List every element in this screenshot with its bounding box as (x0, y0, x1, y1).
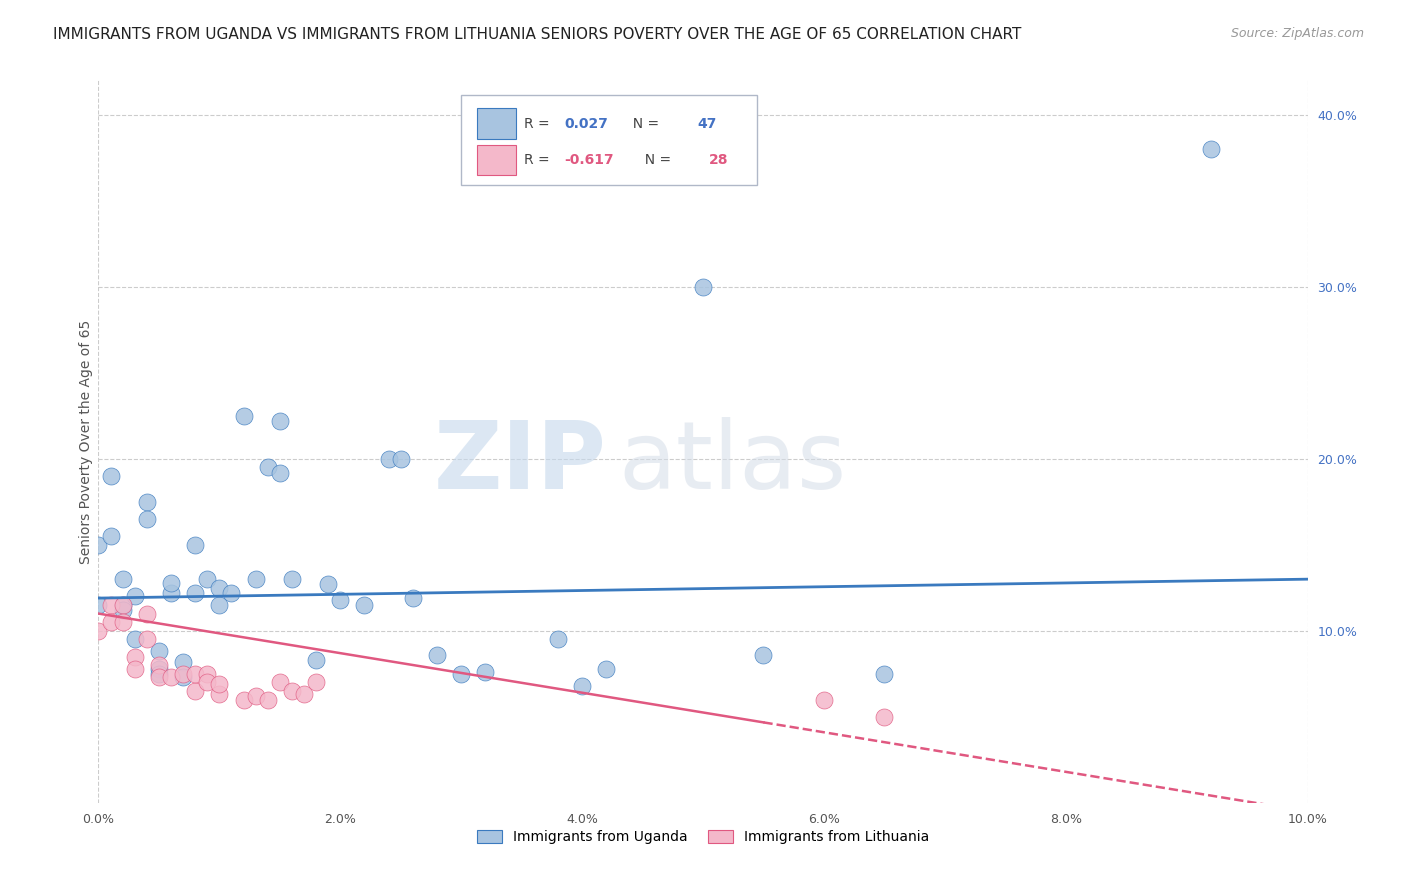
Text: atlas: atlas (619, 417, 846, 509)
Point (195, 572, 218, 586)
Point (148, 670, 170, 684)
Point (377, 451, 399, 466)
Point (111, 615, 134, 630)
Point (148, 658, 170, 673)
Point (232, 409, 254, 423)
Point (245, 689, 267, 703)
Point (426, 648, 449, 662)
Point (813, 692, 835, 706)
Point (124, 632, 146, 647)
Point (873, 666, 896, 681)
Point (281, 684, 304, 698)
Point (692, 279, 714, 293)
Text: Source: ZipAtlas.com: Source: ZipAtlas.com (1230, 27, 1364, 40)
Point (208, 598, 231, 612)
Point (208, 581, 231, 595)
Point (111, 598, 134, 612)
Point (402, 591, 425, 606)
Point (111, 598, 134, 612)
Point (547, 632, 569, 647)
Point (195, 666, 218, 681)
Text: 47: 47 (697, 117, 716, 130)
Point (474, 665, 496, 679)
Point (87, 598, 110, 612)
Point (100, 615, 122, 630)
Legend: Immigrants from Uganda, Immigrants from Lithuania: Immigrants from Uganda, Immigrants from … (471, 824, 935, 850)
Point (124, 662, 146, 676)
Point (245, 572, 267, 586)
Point (148, 644, 170, 658)
Point (1199, 142, 1222, 156)
Point (256, 692, 278, 706)
Text: 28: 28 (709, 153, 728, 167)
Point (135, 512, 157, 526)
Point (450, 666, 472, 681)
Point (269, 414, 291, 428)
FancyBboxPatch shape (477, 109, 516, 139)
Point (160, 575, 183, 590)
Text: R =: R = (524, 117, 554, 130)
FancyBboxPatch shape (477, 145, 516, 175)
Point (111, 572, 134, 586)
Text: N =: N = (637, 153, 676, 167)
Point (87, 624, 110, 638)
Point (873, 710, 896, 724)
Point (256, 460, 278, 475)
Text: R =: R = (524, 153, 554, 167)
Point (124, 649, 146, 664)
Point (184, 684, 207, 698)
Point (305, 653, 328, 667)
Point (100, 598, 122, 612)
Point (172, 670, 194, 684)
Point (269, 675, 291, 690)
Point (353, 598, 375, 612)
Point (100, 529, 122, 543)
Point (752, 648, 775, 662)
Text: N =: N = (624, 117, 664, 130)
Point (221, 586, 243, 600)
Point (184, 666, 207, 681)
Point (184, 538, 207, 552)
Point (135, 632, 157, 647)
Point (305, 675, 328, 690)
Point (208, 687, 231, 701)
FancyBboxPatch shape (461, 95, 758, 185)
Point (195, 675, 218, 690)
Point (100, 469, 122, 483)
Text: ZIP: ZIP (433, 417, 606, 509)
Point (135, 607, 157, 621)
Point (124, 590, 146, 604)
Point (269, 466, 291, 480)
Point (329, 592, 352, 607)
Text: -0.617: -0.617 (564, 153, 613, 167)
Point (281, 572, 304, 586)
Point (292, 687, 315, 701)
Point (160, 586, 183, 600)
Point (316, 577, 339, 591)
Point (172, 666, 194, 681)
Text: 0.027: 0.027 (564, 117, 607, 130)
Point (172, 655, 194, 669)
Point (571, 679, 593, 693)
Point (111, 603, 134, 617)
Point (595, 662, 617, 676)
Y-axis label: Seniors Poverty Over the Age of 65: Seniors Poverty Over the Age of 65 (79, 319, 93, 564)
Text: IMMIGRANTS FROM UGANDA VS IMMIGRANTS FROM LITHUANIA SENIORS POVERTY OVER THE AGE: IMMIGRANTS FROM UGANDA VS IMMIGRANTS FRO… (53, 27, 1022, 42)
Point (389, 451, 412, 466)
Point (232, 692, 254, 706)
Point (135, 494, 157, 508)
Point (184, 586, 207, 600)
Point (208, 677, 231, 691)
Point (148, 662, 170, 676)
Point (87, 538, 110, 552)
Point (160, 670, 183, 684)
Point (148, 666, 170, 681)
